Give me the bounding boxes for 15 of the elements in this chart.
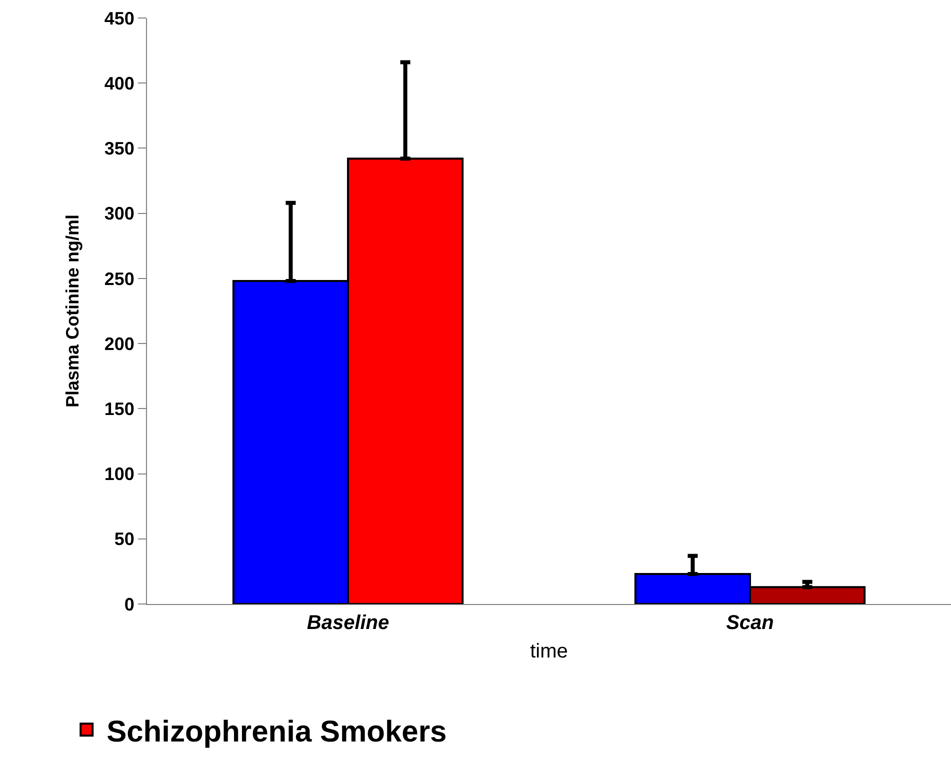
y-tick-label: 300 bbox=[104, 204, 134, 224]
y-tick-label: 250 bbox=[104, 268, 134, 289]
y-tick-label: 150 bbox=[104, 398, 134, 419]
y-tick-label: 200 bbox=[104, 334, 134, 354]
y-axis-title: Plasma Cotinine ng/ml bbox=[62, 214, 83, 408]
x-tick-label: Baseline bbox=[306, 612, 390, 634]
x-axis-title: time bbox=[530, 640, 568, 662]
y-tick-label: 450 bbox=[104, 8, 134, 28]
y-tick-label: 50 bbox=[114, 529, 134, 550]
y-tick-label: 350 bbox=[104, 138, 134, 159]
y-tick-label: 0 bbox=[124, 594, 134, 614]
y-tick-label: 400 bbox=[104, 73, 134, 94]
x-tick-label: Scan bbox=[726, 612, 774, 634]
legend-label: Schizophrenia Smokers bbox=[106, 715, 447, 748]
y-tick-label: 100 bbox=[104, 464, 134, 484]
